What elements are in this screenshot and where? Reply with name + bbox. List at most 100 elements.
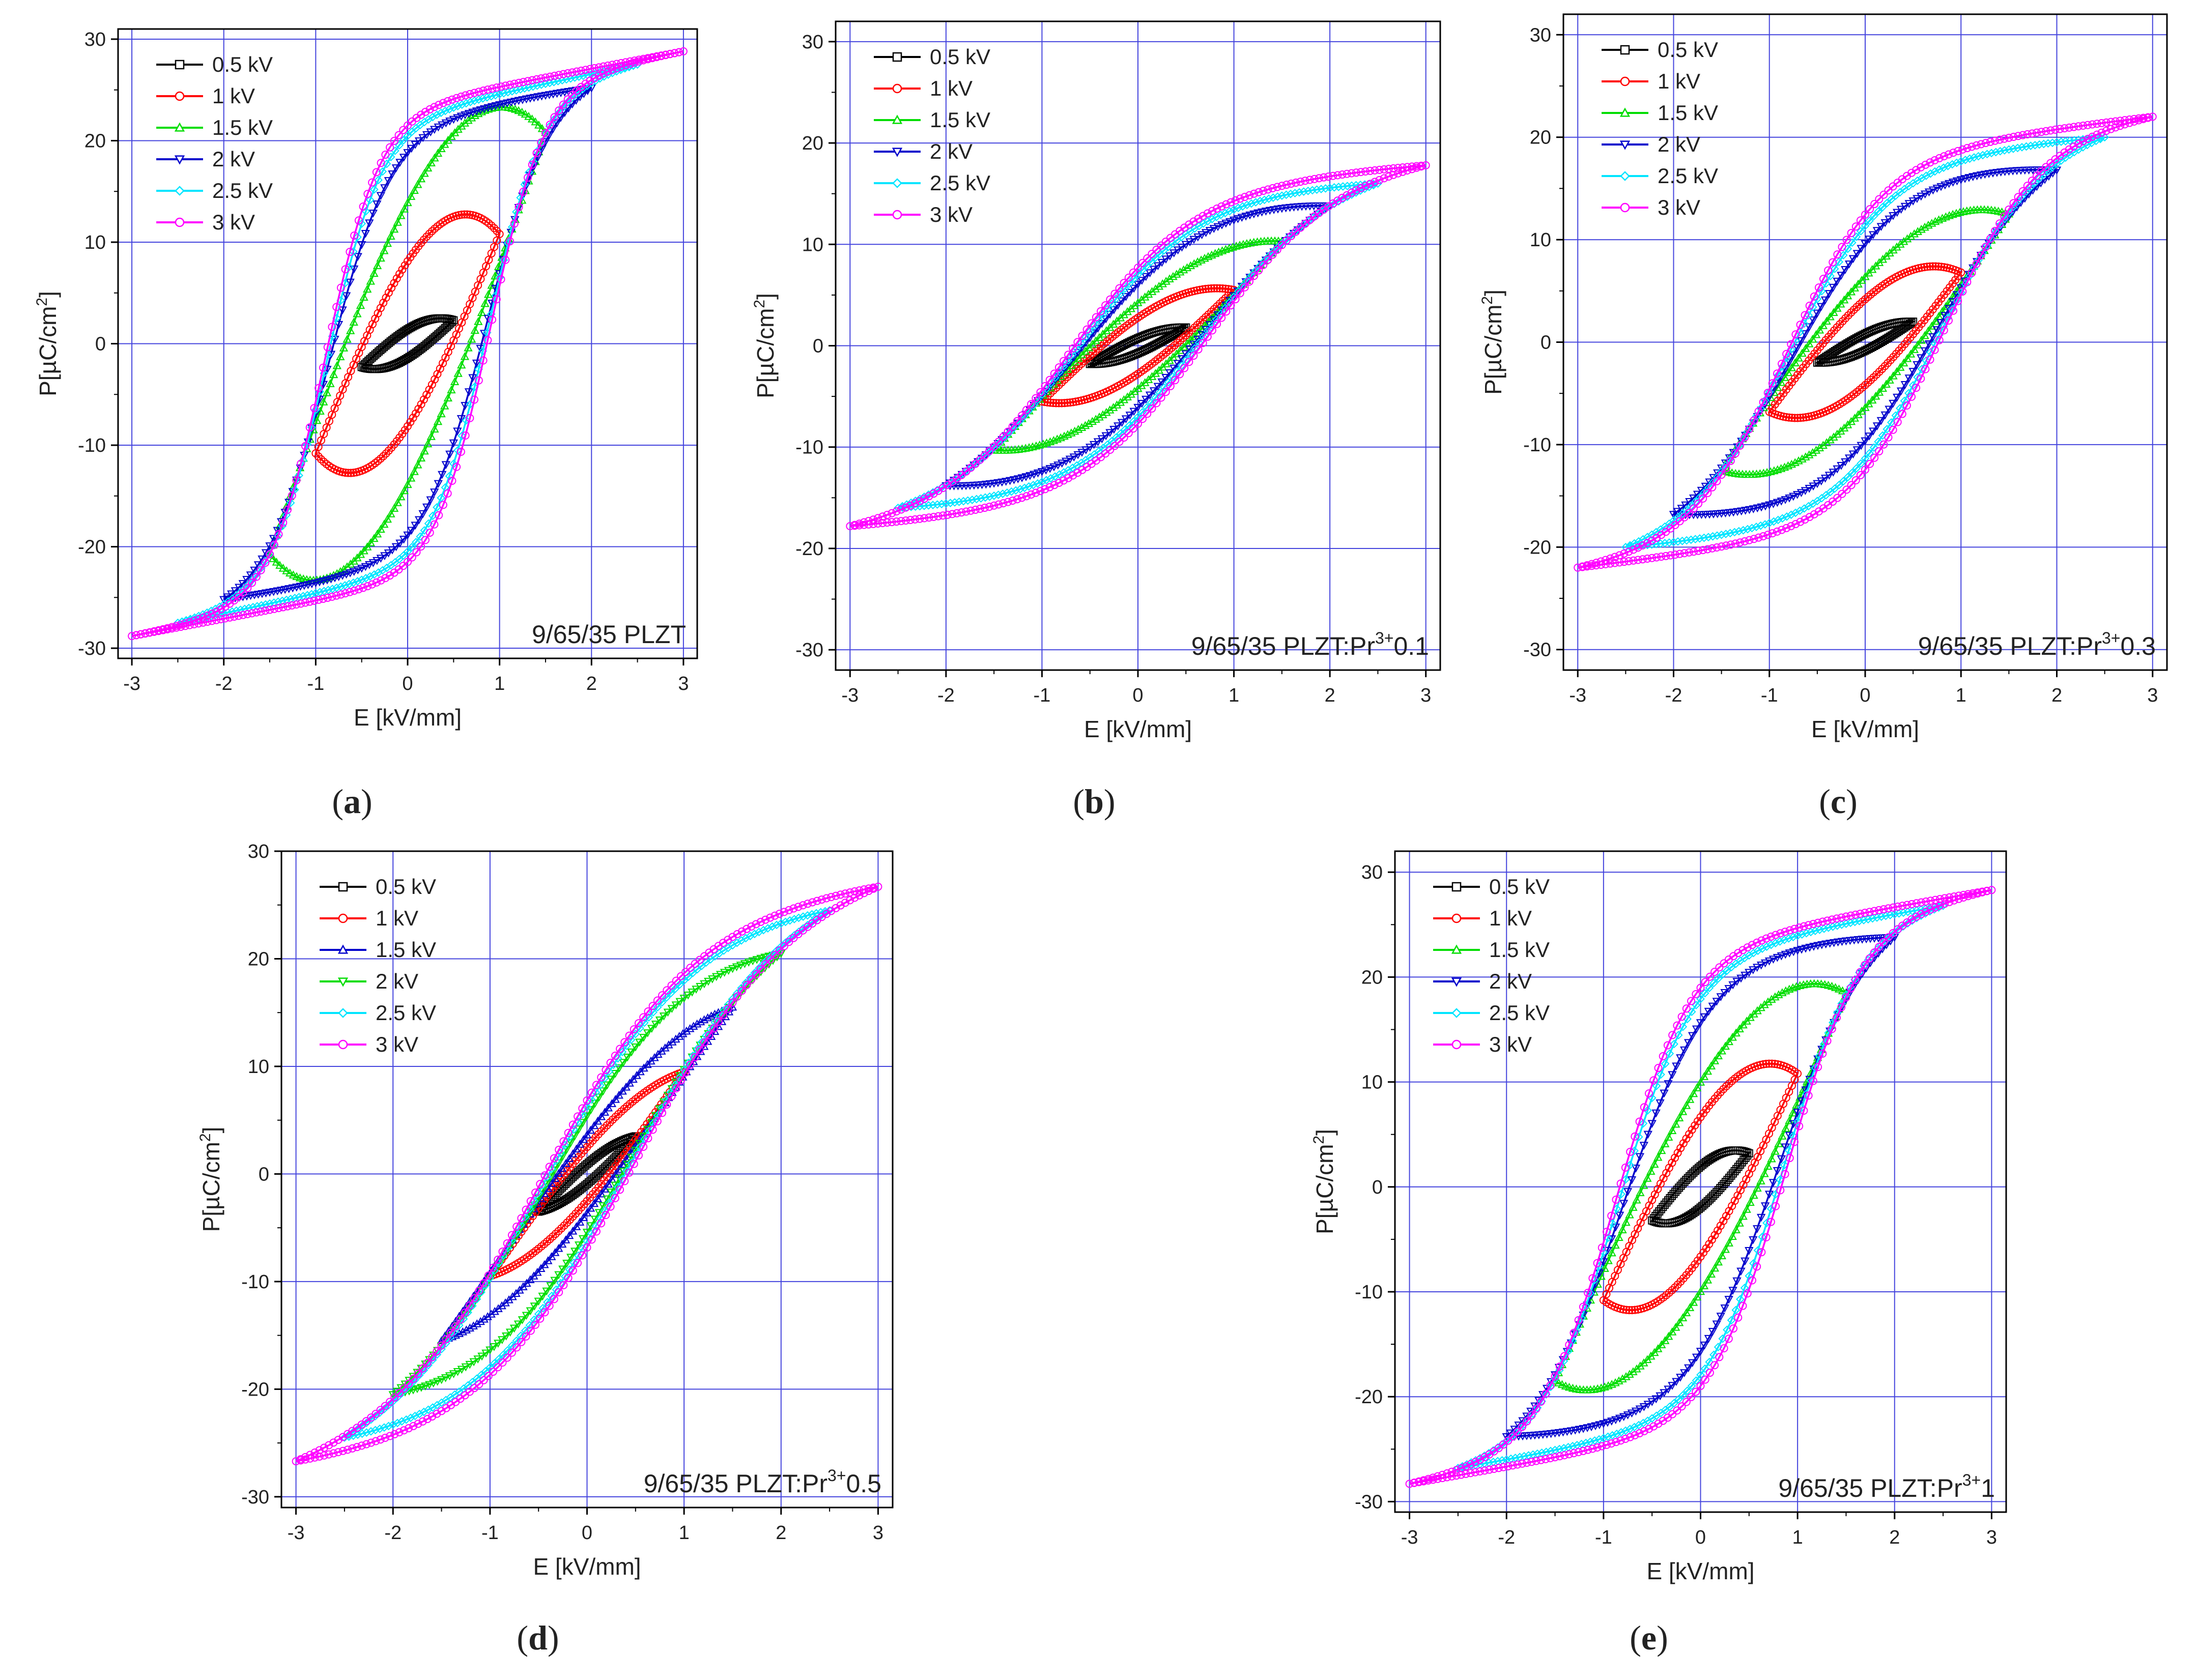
panel-e-xtick-label: 1	[1792, 1527, 1803, 1548]
panel-b-ylabel-mu: µ	[752, 363, 779, 376]
panel-a-ytick-label: -20	[78, 537, 106, 558]
panel-d-xtick-label: 3	[873, 1522, 883, 1544]
panel-c-markers-05kV	[1813, 317, 1918, 367]
panel-e-ytick-label: 0	[1372, 1177, 1383, 1198]
panel-e-annotation-text: 9/65/35 PLZT:Pr	[1778, 1474, 1962, 1502]
panel-c-xlabel: E [kV/mm]	[1811, 716, 1919, 742]
panel-c-sublabel-letter: c	[1831, 782, 1846, 821]
panel-e-xtick-label: -2	[1498, 1527, 1515, 1548]
panel-d-legend-label: 2.5 kV	[376, 1001, 436, 1025]
panel-a-ylabel-power: 2	[34, 298, 50, 306]
panel-d-legend-marker	[338, 913, 348, 923]
panel-b-ytick-label: -20	[795, 538, 823, 560]
panel-e-markers-05kV	[1648, 1146, 1753, 1228]
panel-d-legend-label: 2 kV	[376, 969, 418, 993]
panel-d-xlabel: E [kV/mm]	[533, 1553, 641, 1580]
panel-d-ytick-label: 0	[259, 1164, 269, 1185]
panel-c-ylabel-mu: µ	[1480, 359, 1506, 373]
panel-d-annotation-sup: 3+	[828, 1466, 846, 1485]
panel-a-xtick-label: -3	[123, 673, 140, 694]
panel-e-ylabel-unit: C/cm	[1311, 1144, 1338, 1199]
panel-a-xtick-label: -2	[215, 673, 233, 694]
panel-e-ytick-label: 20	[1361, 967, 1383, 988]
panel-d-ylabel-mu: µ	[198, 1196, 224, 1210]
panel-c-xtick-label: 1	[1956, 685, 1966, 706]
panel-e-legend-label: 3 kV	[1489, 1032, 1532, 1056]
panel-b-legend-marker	[892, 52, 902, 62]
panel-e-ylabel-mu: µ	[1311, 1199, 1338, 1212]
panel-e-ytick-label: -20	[1355, 1386, 1383, 1408]
panel-b-legend-label: 0.5 kV	[930, 45, 990, 69]
panel-b-ytick-label: 0	[813, 336, 823, 357]
panel-e-markers-3kV	[1405, 886, 1996, 1488]
panel-e-loop-2kV	[1504, 936, 1897, 1438]
panel-c-plot	[1574, 112, 2157, 572]
panel-c-xtick-label: 0	[1860, 685, 1870, 706]
panel-e-legend-label: 0.5 kV	[1489, 875, 1550, 899]
panel-e-legend-marker	[1451, 977, 1462, 987]
panel-a-legend-marker	[174, 155, 185, 165]
panel-b-xlabel: E [kV/mm]	[1084, 716, 1192, 742]
panel-e-ytick-label: -10	[1355, 1282, 1383, 1303]
panel-d-ylabel-unit: C/cm	[198, 1142, 224, 1196]
panel-a-ylabel-mu: µ	[35, 361, 61, 374]
panel-a-sublabel-open: (	[332, 782, 344, 821]
panel-d-ylabel: P[µC/cm2]	[197, 1127, 224, 1232]
panel-b-xtick-label: 2	[1325, 685, 1335, 706]
panel-e-annotation-sup: 3+	[1962, 1471, 1981, 1489]
panel-e-legend-label: 2 kV	[1489, 969, 1532, 993]
panel-d-ylabel-prefix: P[	[198, 1210, 224, 1232]
panel-a-annotation: 9/65/35 PLZT	[532, 620, 686, 649]
panel-b-legend-marker	[892, 178, 902, 188]
panel-a-markers-05kV	[357, 314, 458, 373]
panel-c-sublabel: (c)	[1819, 782, 1858, 821]
panel-b-sublabel-close: )	[1104, 782, 1116, 821]
panel-b-xtick-label: -2	[937, 685, 955, 706]
panel-d-xtick-label: 1	[679, 1522, 690, 1544]
panel-b-ytick-label: 20	[802, 133, 823, 154]
panel-e-ytick-label: 10	[1361, 1072, 1383, 1093]
panel-e-xtick-label: 0	[1695, 1527, 1706, 1548]
panel-c-annotation-text: 9/65/35 PLZT:Pr	[1918, 632, 2102, 660]
panel-a-legend-marker	[175, 186, 185, 196]
panel-b-ylabel: P[µC/cm2]	[751, 293, 779, 398]
panel-a-ylabel-prefix: P[	[35, 374, 61, 396]
panel-c-legend-marker	[1619, 140, 1631, 150]
panel-c-legend-marker	[1620, 171, 1630, 181]
panel-a-ytick-label: 20	[84, 130, 106, 152]
panel-a-sublabel-letter: a	[344, 782, 361, 821]
panel-c-legend-label: 0.5 kV	[1658, 38, 1718, 62]
panel-d-ytick-label: -20	[241, 1379, 269, 1400]
panel-b-ylabel-suffix: ]	[752, 293, 779, 300]
panel-a-ylabel: P[µC/cm2]	[34, 291, 61, 396]
panel-a-xtick-label: 0	[402, 673, 413, 694]
panel-a-xtick-label: 3	[678, 673, 689, 694]
panel-e-ylabel-power: 2	[1310, 1136, 1327, 1144]
panel-d-plot	[292, 882, 882, 1466]
panel-a-legend-marker	[174, 122, 185, 132]
panel-e-sublabel-letter: e	[1641, 1618, 1657, 1657]
panel-d-legend-marker	[338, 1039, 348, 1050]
panel-e-markers-1kV	[1599, 1059, 1802, 1314]
panel-e-annotation-suffix: 1	[1981, 1474, 1995, 1502]
panel-c-ytick-label: 0	[1540, 332, 1551, 354]
panel-b-sublabel: (b)	[1073, 782, 1115, 821]
panel-e-xtick-label: -3	[1401, 1527, 1418, 1548]
panel-c-legend-label: 1 kV	[1658, 69, 1700, 93]
panel-c-ytick-label: 20	[1530, 127, 1551, 149]
panel-d-annotation: 9/65/35 PLZT:Pr3+0.5	[644, 1466, 881, 1498]
panel-c-ylabel-prefix: P[	[1480, 372, 1506, 395]
panel-a-annotation-text: 9/65/35 PLZT	[532, 620, 686, 649]
panel-c-markers-1kV	[1765, 262, 1965, 422]
panel-b-plot	[846, 161, 1430, 531]
panel-c-sublabel-open: (	[1819, 782, 1831, 821]
panel-b-legend-label: 1.5 kV	[930, 108, 990, 132]
panel-c-legend-label: 1.5 kV	[1658, 101, 1718, 125]
panel-d-ylabel-power: 2	[197, 1133, 214, 1142]
panel-b-ylabel-unit: C/cm	[752, 308, 779, 363]
panel-a-ylabel-unit: C/cm	[35, 306, 61, 361]
panel-a-ytick-label: -10	[78, 435, 106, 456]
